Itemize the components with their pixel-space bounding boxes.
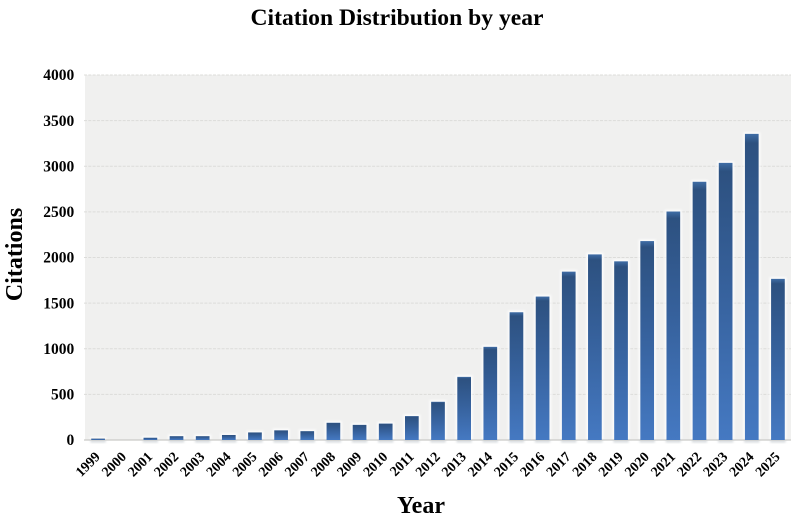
svg-text:3000: 3000 <box>43 158 74 175</box>
svg-text:2000: 2000 <box>43 250 74 267</box>
svg-text:500: 500 <box>51 387 75 404</box>
svg-text:0: 0 <box>66 432 74 449</box>
svg-text:1000: 1000 <box>43 341 74 358</box>
svg-text:Year: Year <box>397 493 445 519</box>
svg-text:Citations: Citations <box>2 208 28 301</box>
svg-text:3500: 3500 <box>43 113 74 130</box>
svg-text:2500: 2500 <box>43 204 74 221</box>
svg-text:1500: 1500 <box>43 295 74 312</box>
svg-text:Citation Distribution by year: Citation Distribution by year <box>251 5 544 31</box>
svg-text:4000: 4000 <box>43 67 74 84</box>
